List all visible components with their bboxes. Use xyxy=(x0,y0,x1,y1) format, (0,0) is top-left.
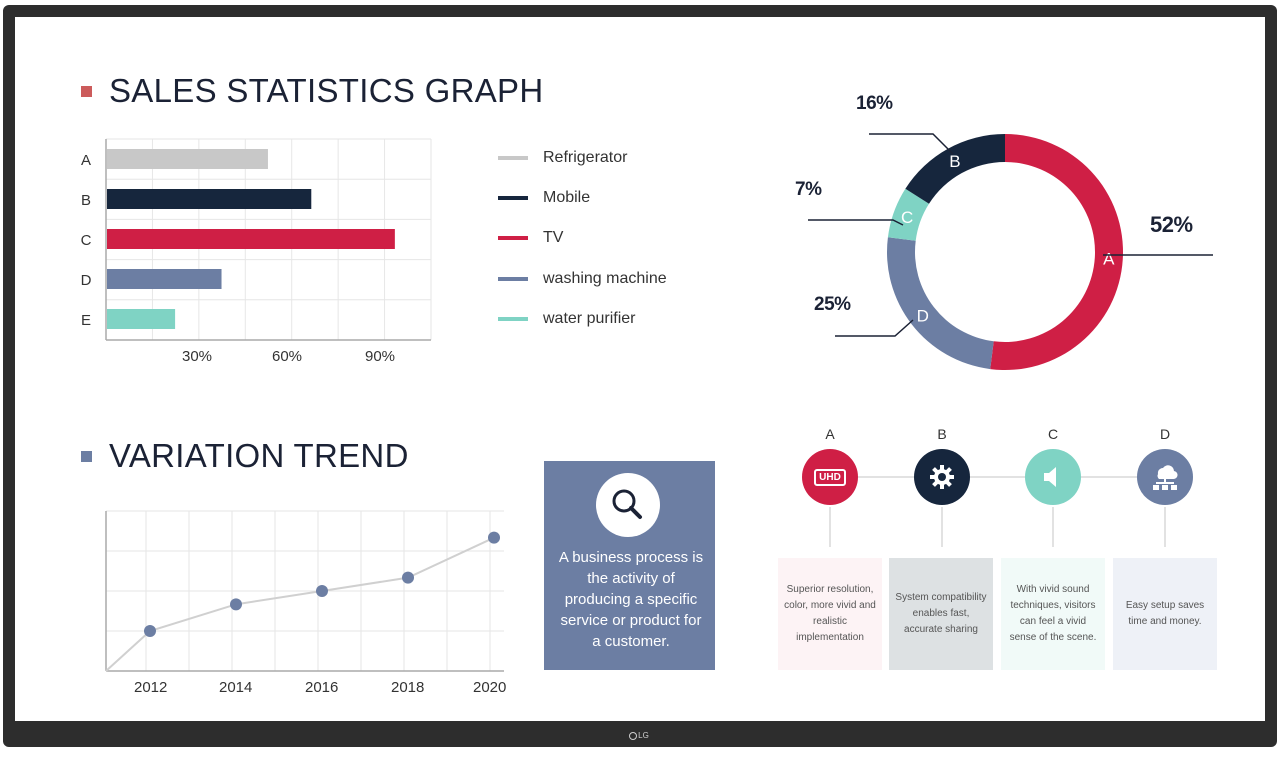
feature-text-a: Superior resolution, color, more vivid a… xyxy=(784,584,876,643)
legend-mobile: Mobile xyxy=(498,189,590,207)
bar-b xyxy=(107,189,312,209)
trend-point-2018 xyxy=(402,571,414,584)
legend-label: TV xyxy=(543,229,564,246)
feature-letter-d: D xyxy=(1159,426,1171,442)
donut-slice-b xyxy=(905,134,1005,204)
display-screen: SALES STATISTICS GRAPH A B C D E 30% 60%… xyxy=(15,17,1265,721)
bar-e xyxy=(107,309,176,329)
feature-card-c: With vivid sound techniques, visitors ca… xyxy=(1001,558,1105,670)
business-process-card: A business process is the activity of pr… xyxy=(544,461,715,670)
legend-refrigerator: Refrigerator xyxy=(498,149,627,167)
feature-letter-b: B xyxy=(937,426,947,442)
trend-line xyxy=(105,536,495,672)
bar-label-d: D xyxy=(80,272,92,289)
year-label-2016: 2016 xyxy=(305,679,339,696)
sales-bar-chart xyxy=(105,138,432,341)
trend-heading: VARIATION TREND xyxy=(81,437,409,475)
business-process-text: A business process is the activity of pr… xyxy=(558,549,704,650)
feature-text-b: System compatibility enables fast, accur… xyxy=(895,592,987,635)
legend-swatch xyxy=(498,317,528,321)
legend-washing-machine: washing machine xyxy=(498,270,667,288)
feature-letter-c: C xyxy=(1047,426,1059,442)
donut-slice-label-d: D xyxy=(917,307,929,326)
donut-slice-c xyxy=(887,188,930,241)
feature-text-c: With vivid sound techniques, visitors ca… xyxy=(1009,584,1097,643)
donut-slice-d xyxy=(887,237,994,370)
gear-icon xyxy=(914,449,970,505)
donut-slice-label-b: B xyxy=(949,152,960,171)
pct-label-a: 52% xyxy=(1150,212,1193,237)
network-icon xyxy=(1137,449,1193,505)
legend-swatch xyxy=(498,156,528,160)
year-label-2012: 2012 xyxy=(134,679,168,696)
uhd-icon: UHD xyxy=(802,449,858,505)
market-share-donut: A D C B xyxy=(808,133,1213,370)
year-label-2020: 2020 xyxy=(473,679,507,696)
uhd-icon-text: UHD xyxy=(814,468,846,486)
leader-line xyxy=(869,133,954,155)
sales-heading: SALES STATISTICS GRAPH xyxy=(81,72,543,110)
bar-c xyxy=(107,229,395,249)
sales-heading-bullet xyxy=(81,85,92,97)
trend-title: VARIATION TREND xyxy=(109,437,409,474)
speaker-icon xyxy=(1025,449,1081,505)
trend-point-2012 xyxy=(144,625,156,637)
feature-card-b: System compatibility enables fast, accur… xyxy=(889,558,993,670)
legend-swatch xyxy=(498,196,528,200)
feature-connectors xyxy=(829,476,1170,547)
legend-tv: TV xyxy=(498,229,563,247)
x-tick-60: 60% xyxy=(272,348,303,365)
pct-label-d: 25% xyxy=(814,294,851,315)
trend-point-2020 xyxy=(488,531,500,544)
bar-label-c: C xyxy=(80,232,92,249)
legend-label: Refrigerator xyxy=(543,149,628,166)
x-tick-30: 30% xyxy=(182,348,213,365)
donut-slice-label-c: C xyxy=(901,208,913,227)
leader-line xyxy=(835,319,914,337)
brand-logo: LG xyxy=(624,730,654,742)
legend-label: washing machine xyxy=(543,270,667,287)
bar-a xyxy=(107,149,268,169)
donut-slice-a xyxy=(990,134,1123,370)
pct-label-b: 16% xyxy=(856,93,893,114)
legend-water-purifier: water purifier xyxy=(498,310,635,328)
feature-text-d: Easy setup saves time and money. xyxy=(1125,600,1205,627)
variation-trend-chart xyxy=(105,510,504,672)
year-label-2014: 2014 xyxy=(219,679,253,696)
bar-label-a: A xyxy=(80,152,91,169)
magnifier-icon xyxy=(596,473,660,537)
year-label-2018: 2018 xyxy=(391,679,425,696)
legend-swatch xyxy=(498,277,528,281)
legend-swatch xyxy=(498,236,528,240)
bar-label-b: B xyxy=(80,192,91,209)
bar-label-e: E xyxy=(80,312,91,329)
pct-label-c: 7% xyxy=(795,179,822,200)
donut-slice-label-a: A xyxy=(1103,250,1115,269)
feature-letter-a: A xyxy=(825,426,835,442)
sales-title: SALES STATISTICS GRAPH xyxy=(109,72,544,109)
legend-label: Mobile xyxy=(543,189,591,206)
feature-card-a: Superior resolution, color, more vivid a… xyxy=(778,558,882,670)
legend-label: water purifier xyxy=(543,310,636,327)
bar-d xyxy=(107,269,222,289)
leader-line xyxy=(808,219,904,226)
feature-card-d: Easy setup saves time and money. xyxy=(1113,558,1217,670)
trend-heading-bullet xyxy=(81,450,92,462)
trend-point-2016 xyxy=(316,585,328,597)
x-tick-90: 90% xyxy=(365,348,396,365)
trend-point-2014 xyxy=(230,598,242,611)
